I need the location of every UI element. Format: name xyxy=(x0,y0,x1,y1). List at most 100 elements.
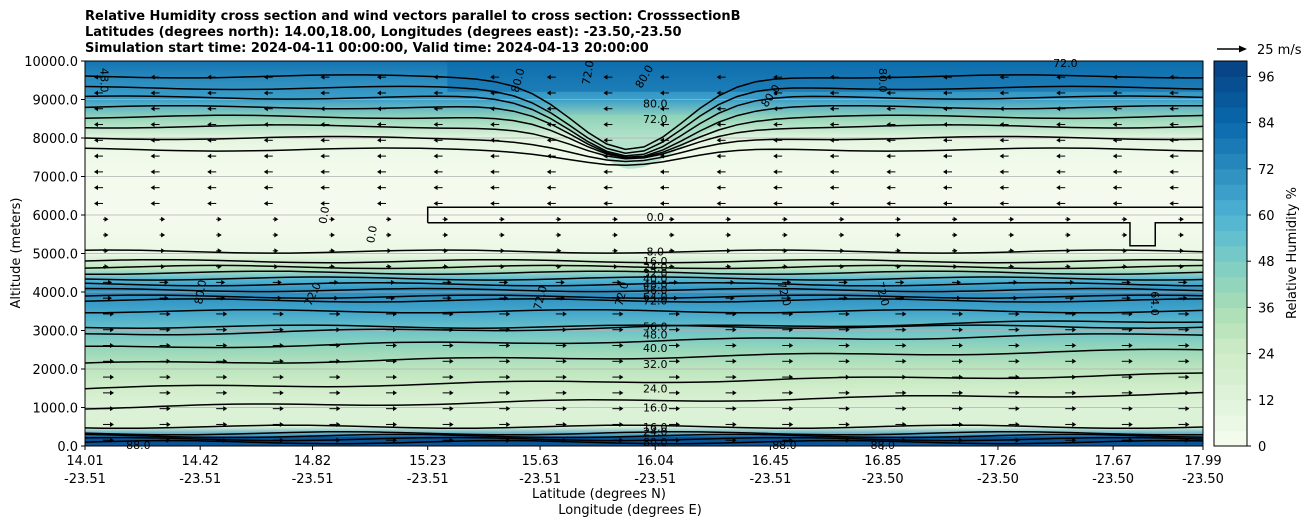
wind-vector-head xyxy=(377,74,381,80)
wind-vector-head xyxy=(957,295,961,301)
wind-vector-head xyxy=(1010,248,1015,254)
wind-vector-head xyxy=(732,358,737,364)
contour-line xyxy=(85,264,1203,270)
contour-line xyxy=(85,348,1203,364)
wind-vector-head xyxy=(1179,248,1184,254)
contour-label: 24.0 xyxy=(643,261,668,274)
wind-vector-head xyxy=(164,279,169,285)
wind-vector-head xyxy=(773,90,778,96)
x-tick-label-lon: -23.51 xyxy=(292,472,334,487)
colorbar-band xyxy=(1214,322,1247,339)
wind-vector-head xyxy=(1112,153,1117,159)
wind-vector-head xyxy=(447,279,452,285)
wind-vector-head xyxy=(320,185,325,191)
wind-vector-head xyxy=(783,216,788,222)
wind-vector-head xyxy=(619,406,624,412)
wind-vector-head xyxy=(603,137,608,143)
wind-vector-head xyxy=(727,232,732,238)
colorbar-band xyxy=(1214,384,1247,401)
wind-vector-head xyxy=(845,421,850,427)
wind-vector-head xyxy=(619,327,624,333)
wind-vector-head xyxy=(829,153,834,159)
x-tick-label-lon: -23.50 xyxy=(1092,472,1134,487)
colorbar-band xyxy=(1214,399,1247,416)
wind-vector-head xyxy=(789,421,794,427)
wind-vector-head xyxy=(943,74,947,80)
contour-line xyxy=(85,333,1203,349)
wind-vector-head xyxy=(320,200,325,206)
wind-vector-head xyxy=(387,264,392,270)
wind-vector-head xyxy=(334,295,339,301)
wind-vector-head xyxy=(562,358,567,364)
colorbar-band xyxy=(1214,138,1247,154)
wind-vector-head xyxy=(150,185,155,191)
wind-vector-head xyxy=(1015,327,1020,333)
wind-vector-head xyxy=(1056,74,1061,80)
wind-vector-head xyxy=(1123,248,1128,254)
wind-vector-head xyxy=(953,264,958,270)
wind-vector-head xyxy=(943,169,947,175)
wind-vector-head xyxy=(393,374,397,380)
wind-vector-head xyxy=(490,106,495,112)
wind-vector-head xyxy=(676,390,680,396)
wind-vector-head xyxy=(840,232,845,238)
x-tick-label-lon: -23.50 xyxy=(862,472,904,487)
x-tick-label-lon: -23.51 xyxy=(749,472,791,487)
wind-vector-head xyxy=(94,137,98,143)
colorbar-band xyxy=(1214,199,1247,216)
contour-label: 72.0 xyxy=(613,281,632,308)
wind-vector-head xyxy=(660,74,664,80)
wind-vector-head xyxy=(999,137,1004,143)
x-axis: 14.01 -23.51 14.42 -23.51 14.82 -23.51 15.23 -2… xyxy=(64,446,1224,487)
wind-vector-head xyxy=(676,374,680,380)
wind-vector-head xyxy=(449,374,454,380)
wind-vector-head xyxy=(1169,122,1174,128)
wind-vector-head xyxy=(1072,311,1077,317)
wind-vector-head xyxy=(207,185,212,191)
wind-vector-head xyxy=(617,279,622,285)
wind-vector-head xyxy=(676,437,680,443)
wind-vector-head xyxy=(896,248,901,254)
contour-zero-bracket xyxy=(426,206,1203,247)
wind-vector-head xyxy=(670,216,675,222)
x-tick-label-lat: 14.01 xyxy=(66,454,103,469)
wind-vector-head xyxy=(727,216,732,222)
wind-vector-head xyxy=(732,374,737,380)
wind-vector-head xyxy=(150,153,155,159)
wind-vector-head xyxy=(1123,216,1128,222)
wind-vector-head xyxy=(557,216,562,222)
wind-vector-head xyxy=(1169,137,1174,143)
wind-vector-head xyxy=(223,327,228,333)
wind-vector-head xyxy=(391,279,395,285)
wind-vector-head xyxy=(1185,374,1190,380)
wind-vector-head xyxy=(500,232,505,238)
wind-vector-head xyxy=(660,137,664,143)
colorbar-band xyxy=(1214,276,1247,293)
wind-vector-head xyxy=(674,295,678,301)
humidity-upper-dip xyxy=(517,114,771,169)
wind-vector-head xyxy=(223,343,228,349)
wind-vector-head xyxy=(603,90,608,96)
colorbar-band xyxy=(1214,415,1247,432)
wind-vector-head xyxy=(999,106,1004,112)
wind-vector-head xyxy=(560,279,565,285)
wind-vector-head xyxy=(94,169,98,175)
colorbar-tick-label: 96 xyxy=(1258,70,1275,85)
wind-vector-head xyxy=(449,311,454,317)
wind-vector-head xyxy=(845,406,850,412)
wind-vector-head xyxy=(161,232,166,238)
contour-line xyxy=(85,147,1203,167)
wind-vector-head xyxy=(886,137,891,143)
y-tick-label: 6000.0 xyxy=(33,209,79,224)
wind-vector-head xyxy=(557,264,562,270)
wind-vector-head xyxy=(104,248,109,254)
wind-vector-head xyxy=(94,106,98,112)
wind-vector-head xyxy=(506,406,511,412)
wind-vector-head xyxy=(1179,232,1184,238)
wind-vector-head xyxy=(506,390,511,396)
wind-vector-head xyxy=(546,153,551,159)
wind-vector-head xyxy=(336,406,341,412)
wind-vector-head xyxy=(1056,122,1061,128)
wind-vector-head xyxy=(387,216,392,222)
wind-vector-head xyxy=(433,185,438,191)
